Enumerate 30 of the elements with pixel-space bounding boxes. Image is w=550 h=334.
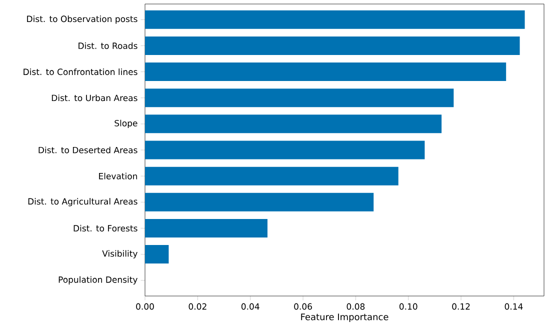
x-tick-label: 0.10 <box>399 303 418 310</box>
y-tick-label: Dist. to Urban Areas <box>52 94 138 102</box>
bar <box>145 10 525 29</box>
bar <box>145 114 442 134</box>
y-tick-label: Slope <box>114 120 138 128</box>
x-axis-title: Feature Importance <box>301 314 388 322</box>
x-tick-label: 0.14 <box>504 303 523 310</box>
y-tick-label: Dist. to Forests <box>74 224 138 232</box>
bar <box>145 192 374 212</box>
x-tick-label: 0.12 <box>452 303 470 310</box>
y-tick-label: Dist. to Roads <box>78 42 138 50</box>
bar <box>145 62 506 82</box>
x-tick-label: 0.06 <box>294 303 312 310</box>
bar <box>145 218 268 238</box>
x-tick-label: 0.02 <box>188 303 206 310</box>
bar <box>145 245 169 264</box>
y-tick-label: Dist. to Confrontation lines <box>24 68 138 76</box>
bar <box>145 166 398 186</box>
y-tick-label: Population Density <box>58 276 138 284</box>
x-tick-label: 0.08 <box>346 303 365 310</box>
y-tick-label: Dist. to Agricultural Areas <box>28 198 138 206</box>
y-tick-label: Dist. to Observation posts <box>27 16 138 24</box>
x-tick-label: 0.04 <box>241 303 260 310</box>
y-tick-label: Elevation <box>99 172 138 180</box>
x-tick-label: 0.00 <box>136 303 154 310</box>
bar <box>145 140 425 160</box>
y-tick-label: Visibility <box>102 250 138 258</box>
bar <box>145 88 454 108</box>
bar <box>145 36 520 55</box>
y-tick-label: Dist. to Deserted Areas <box>38 146 138 154</box>
